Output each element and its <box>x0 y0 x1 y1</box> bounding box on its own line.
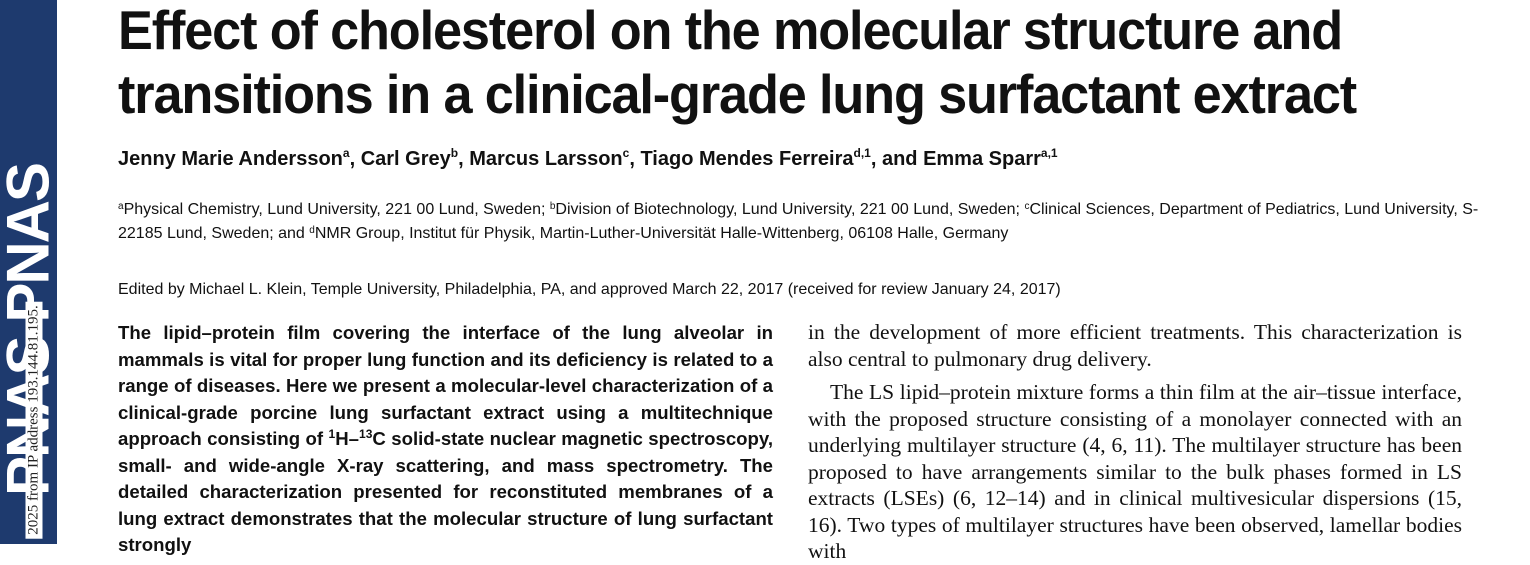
isotope-superscript: 13 <box>359 427 373 441</box>
download-stamp: 2025 from IP address 193.144.81.195. <box>25 301 43 539</box>
author-name: Carl Grey <box>360 148 451 170</box>
edited-by-line: Edited by Michael L. Klein, Temple Unive… <box>118 281 1061 298</box>
author-name: Marcus Larsson <box>469 148 623 170</box>
body-paragraph: in the development of more efficient tre… <box>808 320 1462 371</box>
affiliation-mark: c <box>1024 201 1030 212</box>
isotope-superscript: 1 <box>328 427 336 441</box>
author-affiliation-mark: a,1 <box>1040 146 1058 160</box>
author-affiliation-mark: c <box>622 146 630 160</box>
author-affiliation-mark: b <box>450 146 459 160</box>
journal-sidebar: PNAS PNAS 2025 from IP address 193.144.8… <box>0 0 57 544</box>
affiliation-text: NMR Group, Institut für Physik, Martin-L… <box>314 225 1009 242</box>
affiliation-mark: a <box>118 201 124 212</box>
body-paragraph: The LS lipid–protein mixture forms a thi… <box>808 380 1462 563</box>
author-name: Jenny Marie Andersson <box>118 148 343 170</box>
affiliation-mark: d <box>309 225 315 236</box>
affiliation-text: Physical Chemistry, Lund University, 221… <box>123 201 550 218</box>
article-title: Effect of cholesterol on the molecular s… <box>118 0 1357 125</box>
affiliation-text: Division of Biotechnology, Lund Universi… <box>555 201 1025 218</box>
affiliations: aPhysical Chemistry, Lund University, 22… <box>118 196 1488 244</box>
author-list: Jenny Marie Anderssona, Carl Greyb, Marc… <box>118 146 1058 170</box>
abstract: The lipid–protein film covering the inte… <box>118 322 774 555</box>
author-affiliation-mark: a <box>342 146 350 160</box>
main-text-column: in the development of more efficient tre… <box>808 319 1462 565</box>
author-affiliation-mark: d,1 <box>853 146 871 160</box>
author-name: Emma Sparr <box>923 148 1041 170</box>
author-name: Tiago Mendes Ferreira <box>640 148 854 170</box>
affiliation-mark: b <box>549 201 556 212</box>
affiliation-text: Clinical Sciences, Department of Pediatr… <box>118 201 1479 242</box>
